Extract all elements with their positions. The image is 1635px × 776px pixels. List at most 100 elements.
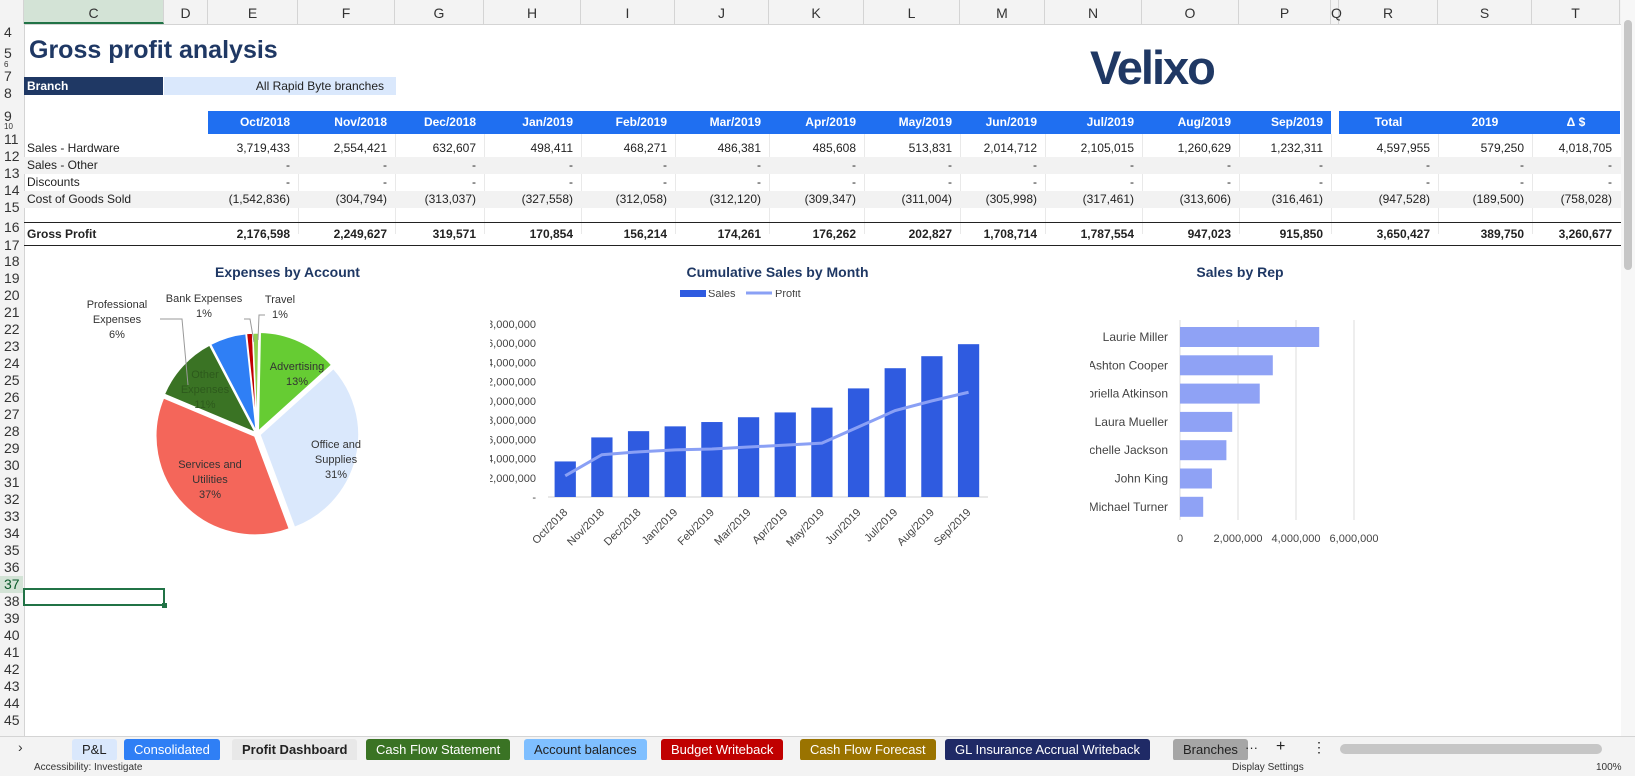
table-cell[interactable]: 2,105,015 [1080,141,1134,155]
table-cell[interactable]: - [286,158,290,172]
row-header[interactable]: 24 [4,355,20,371]
sheet-options-icon[interactable]: ⋮ [1312,739,1326,755]
table-cell[interactable]: - [1130,158,1134,172]
table-cell[interactable]: - [1520,158,1524,172]
table-cell[interactable]: - [757,175,761,189]
tab-account-balances[interactable]: Account balances [524,739,647,761]
column-header-d[interactable]: D [164,0,208,24]
table-cell[interactable]: - [286,175,290,189]
table-cell[interactable]: - [663,158,667,172]
row-header[interactable]: 38 [4,593,20,609]
row-header[interactable]: 17 [4,237,20,253]
row-header[interactable]: 16 [4,219,20,235]
table-cell[interactable]: 174,261 [717,227,761,241]
select-all-corner[interactable] [0,0,24,24]
table-cell[interactable]: 3,260,677 [1558,227,1612,241]
table-cell[interactable]: 2,554,421 [333,141,387,155]
add-sheet-icon[interactable]: + [1276,738,1286,755]
row-header[interactable]: 27 [4,406,20,422]
zoom-level[interactable]: 100% [1596,762,1622,773]
row-header[interactable]: 18 [4,253,20,269]
table-cell[interactable]: 176,262 [812,227,856,241]
table-cell[interactable]: - [1426,158,1430,172]
row-header[interactable]: 13 [4,165,20,181]
row-header[interactable]: 6 [4,60,9,69]
table-cell[interactable]: - [383,158,387,172]
row-header[interactable]: 22 [4,321,20,337]
table-cell[interactable]: 947,023 [1187,227,1231,241]
table-cell[interactable]: (313,606) [1179,192,1231,206]
row-header[interactable]: 4 [4,24,12,40]
more-sheets-icon[interactable]: ··· [1245,740,1258,755]
table-cell[interactable]: - [1227,175,1231,189]
row-header[interactable]: 5 [4,45,12,61]
row-header[interactable]: 45 [4,712,20,728]
table-cell[interactable]: 513,831 [908,141,952,155]
row-header[interactable]: 20 [4,287,20,303]
table-cell[interactable]: 170,854 [529,227,573,241]
table-cell[interactable]: (189,500) [1472,192,1524,206]
table-cell[interactable]: - [757,158,761,172]
selected-cell[interactable] [23,588,167,608]
table-cell[interactable]: 2,014,712 [983,141,1037,155]
table-cell[interactable]: (316,461) [1271,192,1323,206]
table-cell[interactable]: (947,528) [1378,192,1430,206]
row-header[interactable]: 28 [4,423,20,439]
table-cell[interactable]: - [383,175,387,189]
branch-value-cell[interactable]: All Rapid Byte branches [164,77,396,95]
table-cell[interactable]: 319,571 [432,227,476,241]
row-header[interactable]: 43 [4,678,20,694]
column-header-e[interactable]: E [208,0,298,24]
table-cell[interactable]: 4,018,705 [1558,141,1612,155]
row-header[interactable]: 7 [4,68,12,84]
table-cell[interactable]: - [569,158,573,172]
table-cell[interactable]: (1,542,836) [228,192,290,206]
tab-nav-arrow[interactable]: › [18,739,23,755]
row-header[interactable]: 34 [4,525,20,541]
table-cell[interactable]: - [569,175,573,189]
table-cell[interactable]: - [852,158,856,172]
row-header[interactable]: 25 [4,372,20,388]
expenses-pie-chart[interactable]: Advertising 13% Office and Supplies 31% Servi… [60,290,440,570]
row-header[interactable]: 44 [4,695,20,711]
table-cell[interactable]: (311,004) [901,192,952,206]
row-header[interactable]: 31 [4,474,20,490]
table-cell[interactable]: - [663,175,667,189]
table-cell[interactable]: 498,411 [530,141,574,155]
row-header[interactable]: 8 [4,85,12,101]
table-cell[interactable]: - [1608,158,1612,172]
cumulative-sales-chart[interactable]: Sales Profit - 2,000,000 4,000,000 6,000,000 8… [490,290,1050,580]
table-cell[interactable]: - [1033,175,1037,189]
row-header[interactable]: 41 [4,644,20,660]
table-cell[interactable]: 1,708,714 [983,227,1037,241]
column-header-f[interactable]: F [298,0,395,24]
table-cell[interactable]: - [1319,158,1323,172]
row-header[interactable]: 21 [4,304,20,320]
table-cell[interactable]: (312,120) [709,192,761,206]
table-cell[interactable]: (309,347) [804,192,856,206]
vertical-scroll-thumb[interactable] [1624,20,1632,270]
table-cell[interactable]: 632,607 [432,141,476,155]
table-cell[interactable]: 3,650,427 [1376,227,1430,241]
table-cell[interactable]: 468,271 [623,141,667,155]
column-header-l[interactable]: L [864,0,960,24]
row-header[interactable]: 42 [4,661,20,677]
row-header[interactable]: 29 [4,440,20,456]
column-header-h[interactable]: H [484,0,581,24]
tab-gl-insurance-accrual-writeback[interactable]: GL Insurance Accrual Writeback [945,739,1150,761]
row-header[interactable]: 19 [4,270,20,286]
table-cell[interactable]: (317,461) [1082,192,1134,206]
table-cell[interactable]: 485,608 [812,141,856,155]
row-header[interactable]: 11 [4,131,19,147]
vertical-scrollbar[interactable] [1621,0,1635,736]
row-header[interactable]: 40 [4,627,20,643]
table-cell[interactable]: 2,176,598 [236,227,290,241]
table-cell[interactable]: 3,719,433 [236,141,290,155]
table-cell[interactable]: - [1319,175,1323,189]
horizontal-scrollbar[interactable] [1340,744,1602,754]
row-header[interactable]: 33 [4,508,20,524]
table-cell[interactable]: (758,028) [1560,192,1612,206]
row-header[interactable]: 15 [4,199,20,215]
table-cell[interactable]: 1,260,629 [1177,141,1231,155]
sales-by-rep-chart[interactable]: 0 2,000,000 4,000,000 6,000,000 Laurie Mille… [1090,320,1450,580]
